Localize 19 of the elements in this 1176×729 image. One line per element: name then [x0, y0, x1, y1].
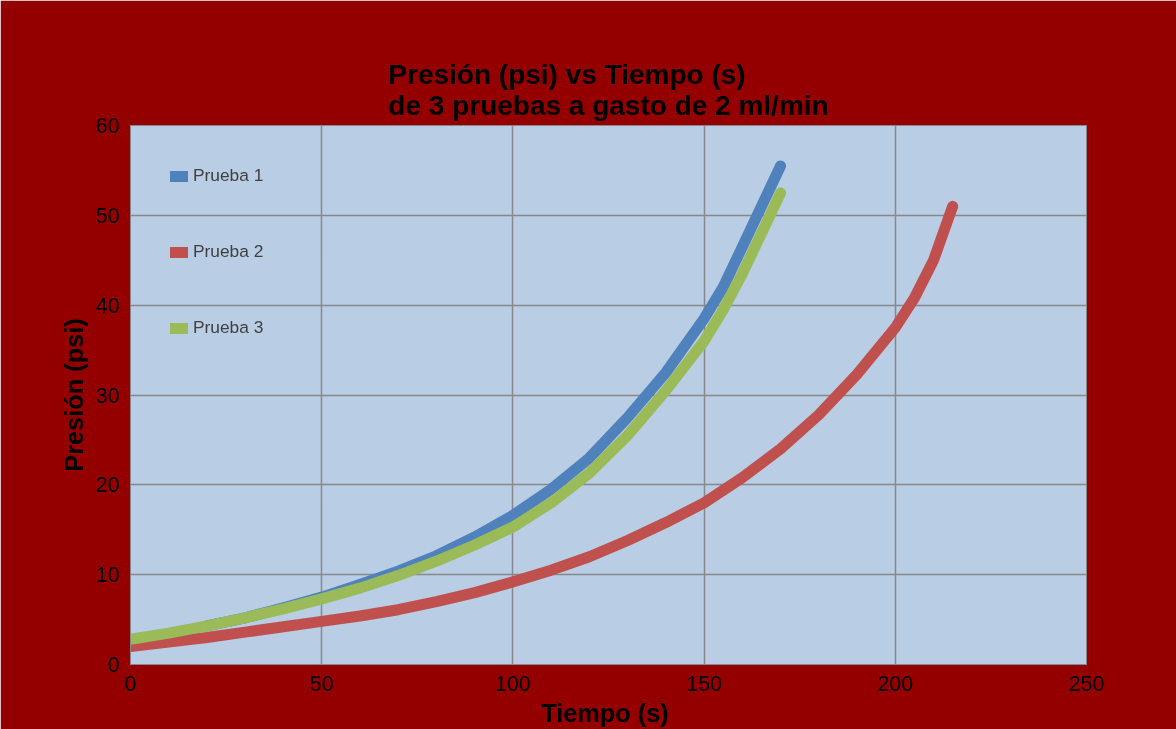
y-axis-title: Presión (psi): [59, 318, 88, 472]
x-tick-label: 100: [495, 671, 531, 696]
y-tick-label: 20: [95, 473, 120, 498]
x-tick-label: 150: [686, 671, 723, 696]
y-tick-label: 30: [95, 383, 120, 408]
y-tick-label: 10: [95, 563, 120, 588]
x-tick-label: 200: [877, 671, 914, 696]
y-tick-label: 0: [107, 653, 120, 677]
legend-label: Prueba 2: [193, 241, 264, 262]
x-axis-title: Tiempo (s): [541, 698, 669, 727]
chart-title: Presión (psi) vs Tiempo (s) de 3 pruebas a gasto de 2 ml/min: [388, 58, 829, 121]
legend-label: Prueba 1: [193, 165, 264, 186]
x-tick-label: 0: [124, 671, 137, 696]
legend-label: Prueba 3: [193, 317, 264, 338]
y-tick-label: 50: [95, 203, 120, 228]
x-tick-label: 250: [1068, 671, 1105, 696]
y-tick-label: 60: [95, 114, 120, 138]
x-tick-label: 50: [309, 671, 334, 696]
y-tick-label: 40: [95, 293, 120, 318]
